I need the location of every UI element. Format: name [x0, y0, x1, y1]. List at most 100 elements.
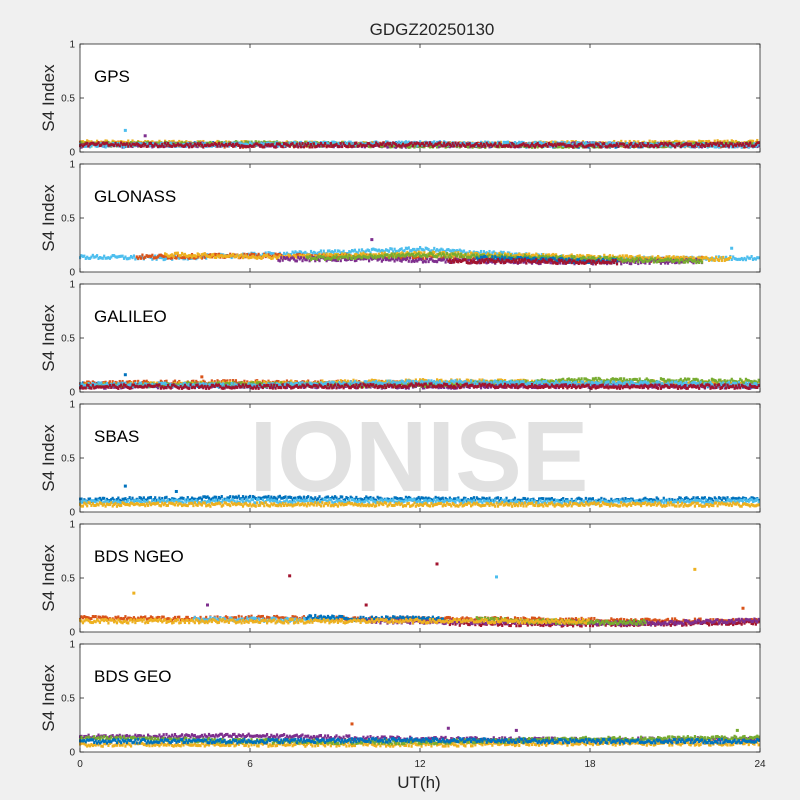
data-point: [400, 144, 403, 148]
data-point: [485, 143, 488, 147]
data-point: [124, 255, 127, 259]
data-point: [712, 141, 715, 145]
data-point: [88, 256, 92, 260]
data-point: [370, 247, 374, 251]
data-point: [155, 256, 158, 260]
data-point: [352, 141, 355, 145]
data-point: [470, 144, 473, 148]
data-point: [132, 142, 136, 146]
data-point: [672, 255, 675, 259]
data-point: [125, 142, 128, 146]
data-point: [573, 141, 576, 145]
data-point: [557, 142, 561, 146]
data-point: [691, 140, 694, 144]
data-point: [675, 139, 678, 143]
data-point: [579, 142, 582, 146]
data-point: [386, 143, 389, 147]
data-point: [394, 145, 398, 149]
data-point: [674, 145, 677, 149]
data-point: [195, 141, 198, 145]
data-point: [341, 145, 344, 149]
data-point: [651, 144, 654, 148]
data-point: [375, 141, 378, 145]
data-point: [689, 145, 692, 149]
data-point: [318, 142, 321, 146]
data-point: [114, 141, 117, 145]
data-point: [512, 143, 515, 147]
data-point: [436, 145, 439, 149]
data-point: [441, 248, 444, 252]
data-point: [312, 250, 315, 254]
data-point: [135, 142, 138, 146]
data-point: [159, 253, 162, 257]
data-point: [343, 140, 347, 144]
data-point: [489, 143, 493, 147]
data-point: [161, 142, 164, 146]
data-point: [488, 249, 491, 253]
data-point: [692, 141, 695, 145]
data-point: [227, 142, 230, 146]
data-point: [325, 145, 328, 149]
data-point: [533, 143, 536, 147]
data-point: [360, 141, 364, 145]
data-point: [134, 141, 137, 145]
data-point: [569, 256, 572, 260]
data-point: [652, 142, 655, 146]
data-point: [733, 145, 736, 149]
data-point: [397, 140, 400, 144]
data-point: [349, 142, 352, 146]
data-point: [377, 142, 381, 146]
data-point: [322, 252, 325, 256]
data-point: [729, 255, 732, 259]
data-point: [91, 141, 94, 145]
data-point: [97, 143, 100, 147]
data-point: [113, 143, 116, 147]
data-point: [691, 255, 694, 259]
data-point: [121, 145, 124, 149]
data-point: [173, 144, 177, 148]
data-point: [734, 143, 738, 147]
data-point: [193, 142, 196, 146]
data-point: [234, 142, 238, 146]
data-point: [312, 143, 315, 147]
data-point: [484, 251, 487, 255]
data-point: [553, 140, 556, 144]
data-point: [216, 144, 219, 148]
data-point: [328, 144, 331, 148]
data-point: [682, 143, 685, 147]
data-point: [640, 142, 643, 146]
data-point: [173, 256, 177, 260]
data-point: [709, 144, 712, 148]
data-point: [254, 252, 257, 256]
data-point: [610, 144, 613, 148]
data-point: [648, 144, 651, 148]
data-point: [181, 256, 184, 260]
data-point: [699, 144, 702, 148]
data-point: [499, 250, 502, 254]
data-point: [506, 140, 510, 144]
data-point: [87, 144, 90, 148]
data-point: [253, 143, 256, 147]
data-point: [209, 140, 212, 144]
data-point: [355, 144, 358, 148]
data-point: [267, 143, 270, 147]
data-point: [341, 252, 344, 256]
data-point: [450, 142, 453, 146]
data-point: [107, 256, 110, 260]
data-point: [753, 257, 756, 261]
data-point: [637, 140, 640, 144]
data-point: [349, 144, 352, 148]
data-point: [447, 144, 450, 148]
data-point: [171, 140, 174, 144]
data-point: [640, 145, 643, 149]
data-point: [396, 144, 399, 148]
data-point: [403, 249, 406, 253]
data-point: [438, 143, 442, 147]
data-point: [652, 145, 655, 149]
data-point: [264, 251, 267, 255]
data-point: [685, 142, 688, 146]
data-point: [246, 143, 249, 147]
data-point: [212, 143, 215, 147]
data-point: [458, 145, 461, 149]
data-point: [128, 142, 131, 146]
